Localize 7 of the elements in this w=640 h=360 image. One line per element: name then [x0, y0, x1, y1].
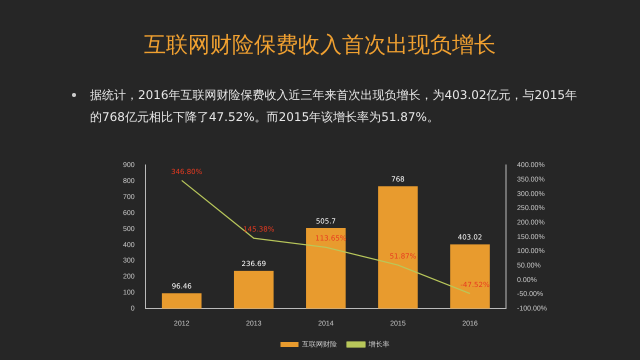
bar — [162, 293, 202, 309]
chart-title: 互联网财险保费收入首次出现负增长 — [143, 32, 497, 60]
bar — [378, 186, 418, 309]
bar — [234, 270, 274, 309]
text: 据统计，2016年互联网财险保费收入近三年来首次出现负增长，为403.02亿元，与2015年的768亿元相比下降了47.52%。而2015年该增长率为51.87%。 — [90, 87, 578, 126]
bar — [306, 228, 346, 309]
bar — [450, 244, 490, 309]
